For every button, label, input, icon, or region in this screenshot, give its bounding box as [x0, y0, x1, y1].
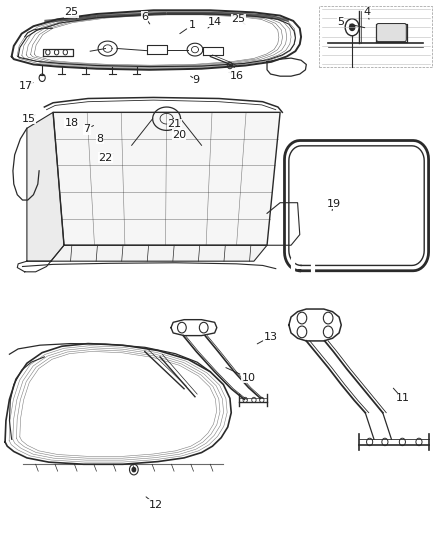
Text: 4: 4	[364, 7, 371, 18]
Text: 7: 7	[84, 124, 91, 134]
Text: 1: 1	[189, 20, 196, 30]
Text: 6: 6	[141, 12, 148, 22]
Text: 25: 25	[64, 7, 78, 18]
Text: 16: 16	[230, 71, 244, 81]
Text: 15: 15	[22, 114, 36, 124]
Text: 18: 18	[64, 118, 78, 128]
Text: 25: 25	[232, 14, 246, 25]
Circle shape	[229, 64, 231, 67]
Text: 10: 10	[242, 373, 256, 383]
Text: 8: 8	[97, 134, 104, 144]
Text: 9: 9	[193, 76, 200, 85]
Text: 20: 20	[172, 130, 186, 140]
Text: 17: 17	[19, 81, 33, 91]
FancyBboxPatch shape	[377, 23, 406, 42]
Circle shape	[132, 467, 136, 472]
Polygon shape	[219, 12, 267, 18]
Text: 21: 21	[167, 119, 181, 129]
Text: 19: 19	[326, 199, 340, 209]
Polygon shape	[267, 14, 289, 22]
Text: 11: 11	[396, 393, 410, 403]
Polygon shape	[51, 245, 267, 261]
Polygon shape	[27, 112, 64, 261]
Text: 5: 5	[337, 17, 344, 27]
Polygon shape	[53, 112, 280, 245]
Circle shape	[350, 24, 355, 30]
Polygon shape	[166, 12, 219, 15]
Polygon shape	[97, 12, 166, 18]
Text: 14: 14	[208, 17, 222, 27]
Polygon shape	[44, 15, 97, 23]
Text: 22: 22	[99, 152, 113, 163]
Text: 13: 13	[264, 332, 278, 342]
Text: 12: 12	[148, 499, 163, 510]
